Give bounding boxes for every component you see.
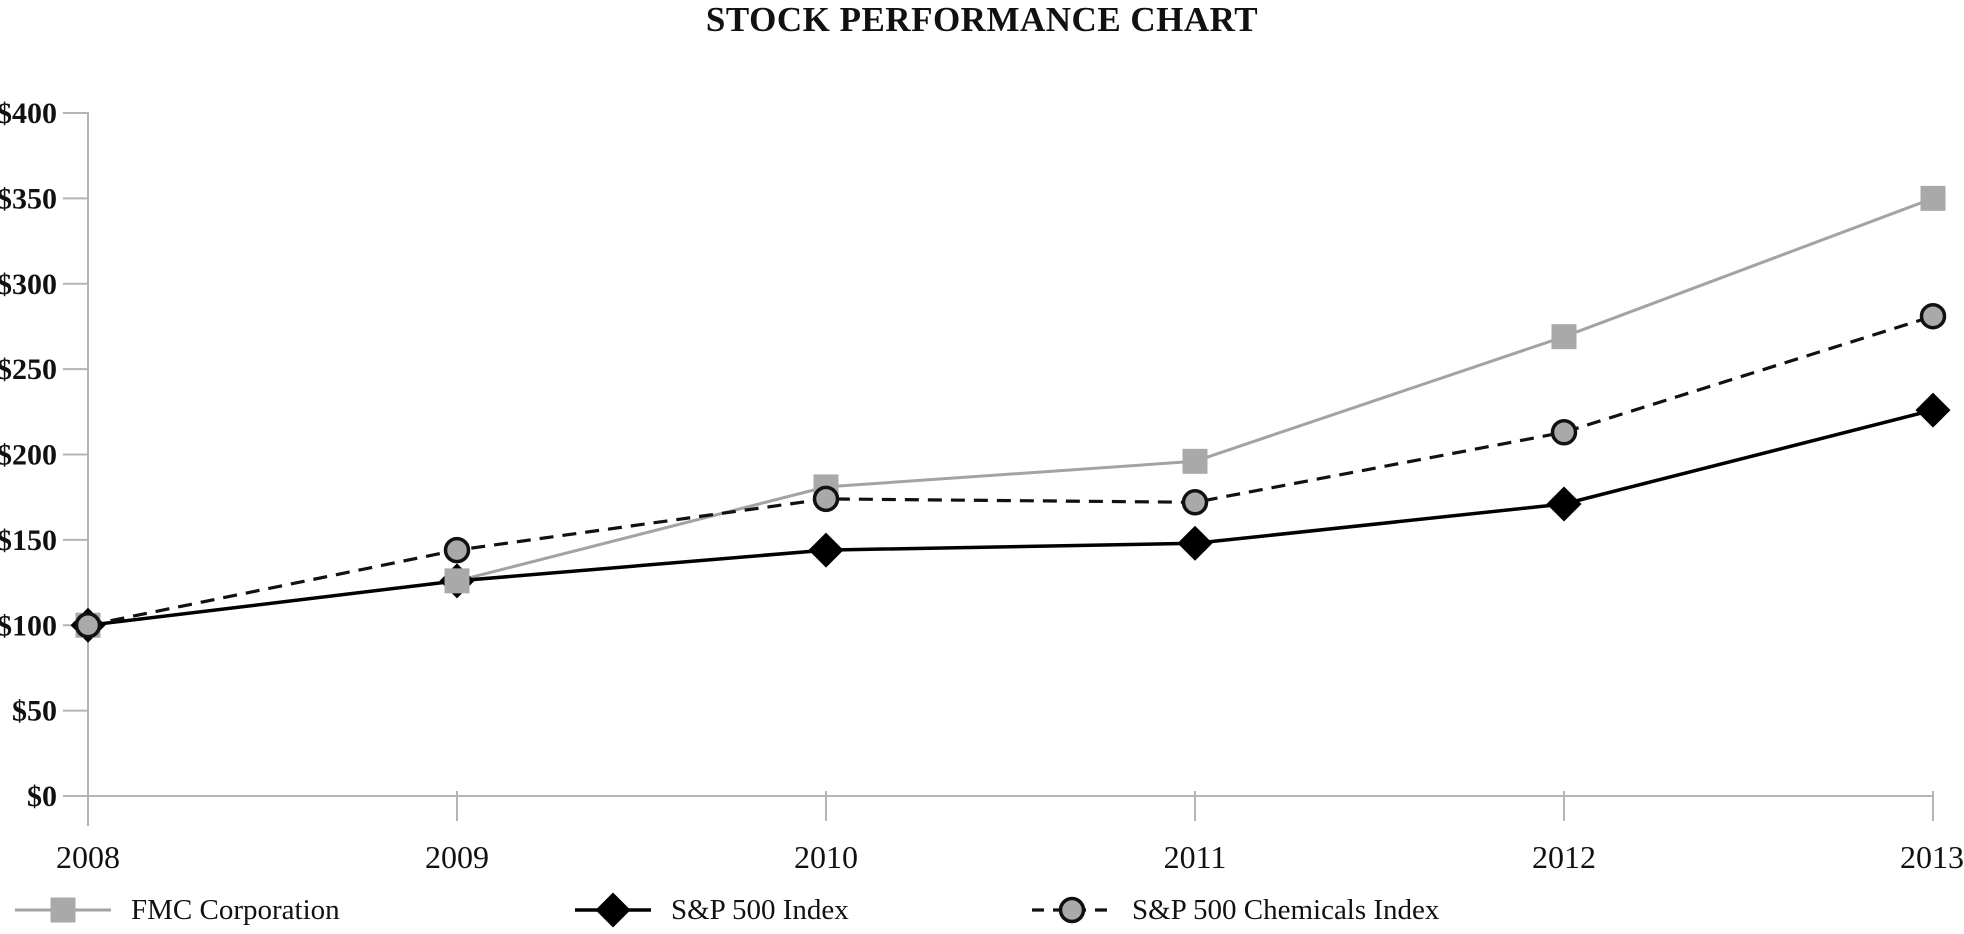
legend-label-fmc-corporation: FMC Corporation	[131, 893, 340, 926]
series-marker-diamond-s-p-500-index	[1915, 392, 1951, 428]
legend-marker-square	[50, 897, 76, 923]
y-tick-label: $50	[12, 695, 57, 728]
legend-marker-diamond	[595, 892, 631, 928]
legend-item-sp500-index: S&P 500 Index	[575, 886, 849, 934]
series-marker-square-fmc-corporation	[1551, 324, 1577, 350]
series-marker-circle-s-p-500-chemicals-index	[1181, 489, 1209, 516]
chart-legend: FMC Corporation S&P 500 Index S&P 500 Ch…	[0, 886, 1964, 934]
legend-marker-diamond-icon	[575, 892, 651, 928]
series-line-s-p-500-index	[87, 408, 1934, 628]
chart-title: STOCK PERFORMANCE CHART	[705, 0, 1259, 39]
series-marker-circle-s-p-500-chemicals-index	[1550, 419, 1578, 446]
legend-label-sp500-chemicals-index: S&P 500 Chemicals Index	[1132, 893, 1440, 926]
y-tick-label: $150	[0, 524, 57, 557]
y-tick-label: $300	[0, 268, 57, 301]
series-marker-circle-s-p-500-chemicals-index	[74, 612, 102, 639]
series-marker-diamond-s-p-500-index	[808, 532, 844, 568]
series-line-fmc-corporation	[87, 196, 1934, 627]
x-tick-label: 2011	[1164, 839, 1227, 875]
x-tick-label: 2009	[425, 839, 489, 875]
legend-label-sp500-index: S&P 500 Index	[671, 893, 849, 926]
series-marker-diamond-s-p-500-index	[1546, 486, 1582, 522]
series-marker-square-fmc-corporation	[444, 568, 470, 594]
y-tick-label: $100	[0, 609, 57, 642]
y-tick-label: $400	[0, 97, 57, 130]
x-tick-label: 2013	[1900, 839, 1964, 875]
legend-marker-circle	[1058, 896, 1086, 924]
legend-marker-circle-icon	[1032, 896, 1112, 924]
series-marker-circle-s-p-500-chemicals-index	[812, 485, 840, 513]
series-marker-square-fmc-corporation	[1182, 448, 1208, 474]
x-tick-label: 2008	[56, 839, 120, 875]
y-tick-label: $250	[0, 353, 57, 386]
y-tick-label: $350	[0, 182, 57, 215]
series-line-s-p-500-chemicals-index	[87, 314, 1934, 627]
series-marker-circle-s-p-500-chemicals-index	[1919, 302, 1947, 330]
series-marker-diamond-s-p-500-index	[1177, 525, 1213, 561]
legend-item-sp500-chemicals-index: S&P 500 Chemicals Index	[1032, 886, 1439, 934]
x-tick-label: 2012	[1532, 839, 1596, 875]
y-tick-label: $200	[0, 439, 57, 472]
x-tick-label: 2010	[794, 839, 858, 875]
legend-item-fmc-corporation: FMC Corporation	[15, 886, 340, 934]
series-marker-square-fmc-corporation	[1920, 185, 1946, 211]
series-marker-circle-s-p-500-chemicals-index	[443, 536, 471, 564]
legend-marker-square-icon	[15, 897, 111, 923]
y-tick-label: $0	[27, 780, 57, 813]
